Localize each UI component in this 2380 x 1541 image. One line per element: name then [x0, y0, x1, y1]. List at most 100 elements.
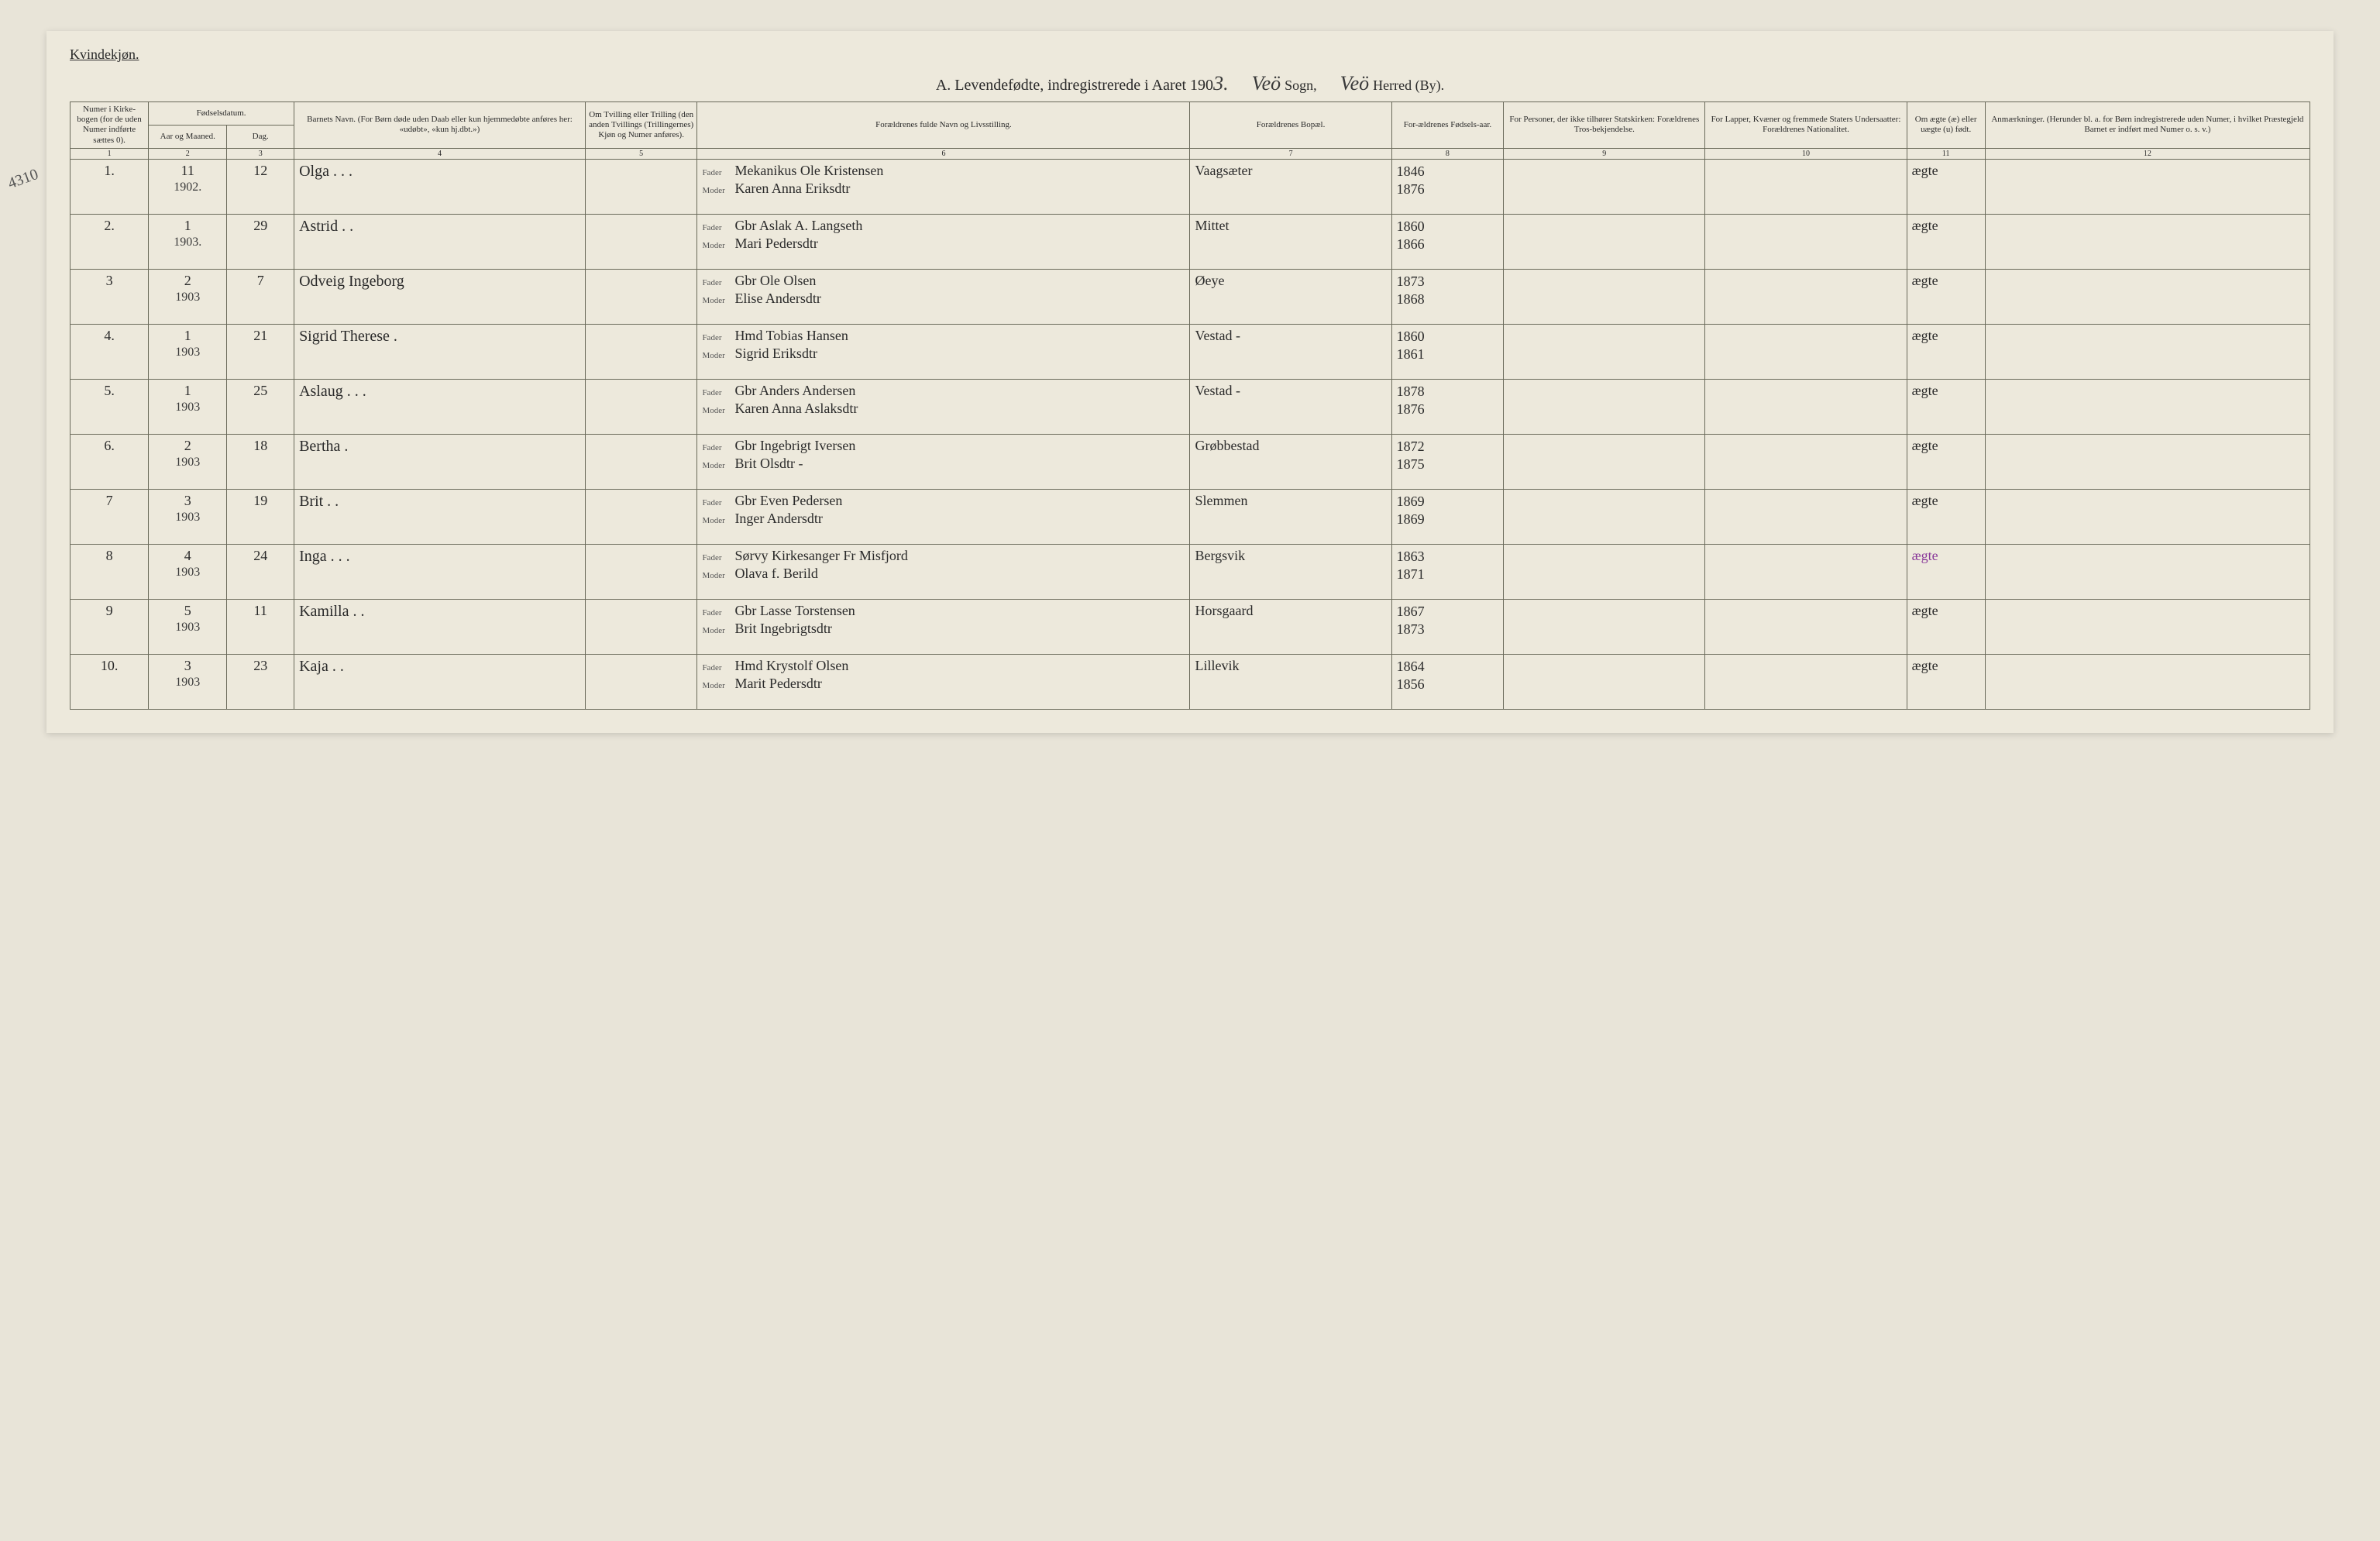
father-label: Fader — [702, 663, 730, 672]
row-number: 8 — [106, 548, 113, 563]
herred-value: Veö — [1340, 72, 1370, 95]
birth-day: 7 — [257, 273, 264, 288]
mother-name: Olava f. Berild — [734, 566, 817, 582]
legitimacy: ægte — [1912, 218, 1938, 233]
mother-name: Brit Ingebrigtsdtr — [734, 621, 831, 637]
mother-birth-year: 1866 — [1397, 236, 1499, 253]
gender-label: Kvindekjøn. — [70, 46, 2310, 63]
birth-month: 3 — [184, 658, 191, 673]
religion-cell — [1504, 379, 1705, 434]
father-name: Sørvy Kirkesanger Fr Misfjord — [734, 548, 907, 564]
father-name: Gbr Ingebrigt Iversen — [734, 438, 855, 454]
religion-cell — [1504, 544, 1705, 599]
col-header-5: Om Tvilling eller Trilling (den anden Tv… — [585, 102, 697, 149]
father-birth-year: 1863 — [1397, 548, 1499, 566]
legitimacy: ægte — [1912, 273, 1938, 288]
religion-cell — [1504, 599, 1705, 654]
register-page: Kvindekjøn. A. Levendefødte, indregistre… — [46, 31, 2334, 733]
birth-month: 1 — [184, 218, 191, 233]
legitimacy: ægte — [1912, 548, 1938, 563]
birth-month: 1 — [184, 383, 191, 398]
birth-day: 29 — [253, 218, 267, 233]
father-birth-year: 1860 — [1397, 328, 1499, 346]
col-header-2: Aar og Maaned. — [149, 125, 227, 148]
birth-day: 11 — [254, 603, 267, 618]
religion-cell — [1504, 324, 1705, 379]
col-header-10: For Lapper, Kvæner og fremmede Staters U… — [1705, 102, 1907, 149]
birth-year: 1902. — [153, 181, 222, 194]
religion-cell — [1504, 159, 1705, 214]
father-name: Gbr Ole Olsen — [734, 273, 816, 289]
child-name: Olga . . . — [299, 163, 353, 180]
column-number-row: 1 2 3 4 5 6 7 8 9 10 11 12 — [71, 148, 2310, 159]
col-header-8: For-ældrenes Fødsels-aar. — [1391, 102, 1504, 149]
residence: Slemmen — [1195, 493, 1247, 508]
child-name: Kaja . . — [299, 658, 344, 675]
colnum: 2 — [149, 148, 227, 159]
residence: Øeye — [1195, 273, 1224, 288]
col-header-4: Barnets Navn. (For Børn døde uden Daab e… — [294, 102, 586, 149]
nationality-cell — [1705, 599, 1907, 654]
colnum: 5 — [585, 148, 697, 159]
birth-year: 1903 — [153, 511, 222, 525]
nationality-cell — [1705, 434, 1907, 489]
birth-month: 2 — [184, 438, 191, 453]
col-header-2-group: Fødselsdatum. — [149, 102, 294, 126]
father-birth-year: 1878 — [1397, 383, 1499, 401]
title-main: A. Levendefødte, indregistrerede i Aaret… — [936, 77, 1213, 94]
father-label: Fader — [702, 443, 730, 452]
mother-label: Moder — [702, 681, 730, 690]
remarks-cell — [1985, 159, 2309, 214]
col-header-7: Forældrenes Bopæl. — [1190, 102, 1391, 149]
father-birth-year: 1873 — [1397, 273, 1499, 291]
mother-name: Brit Olsdtr - — [734, 456, 803, 472]
remarks-cell — [1985, 214, 2309, 269]
margin-note: 4310 — [5, 166, 40, 193]
father-label: Fader — [702, 333, 730, 342]
remarks-cell — [1985, 489, 2309, 544]
remarks-cell — [1985, 599, 2309, 654]
residence: Vestad - — [1195, 328, 1240, 343]
nationality-cell — [1705, 214, 1907, 269]
father-name: Gbr Aslak A. Langseth — [734, 218, 862, 234]
father-name: Gbr Anders Andersen — [734, 383, 855, 399]
table-row: 5.1190325Aslaug . . .FaderGbr Anders And… — [71, 379, 2310, 434]
mother-birth-year: 1873 — [1397, 621, 1499, 638]
remarks-cell — [1985, 379, 2309, 434]
year-suffix: 3. — [1213, 72, 1229, 95]
mother-label: Moder — [702, 241, 730, 250]
mother-label: Moder — [702, 186, 730, 195]
birth-month: 3 — [184, 493, 191, 508]
twin-cell — [585, 379, 697, 434]
legitimacy: ægte — [1912, 328, 1938, 343]
table-row: 73190319Brit . .FaderGbr Even PedersenMo… — [71, 489, 2310, 544]
colnum: 4 — [294, 148, 586, 159]
mother-label: Moder — [702, 516, 730, 525]
father-label: Fader — [702, 168, 730, 177]
twin-cell — [585, 544, 697, 599]
mother-birth-year: 1861 — [1397, 346, 1499, 363]
row-number: 1. — [104, 163, 115, 178]
father-label: Fader — [702, 498, 730, 507]
religion-cell — [1504, 654, 1705, 709]
col-header-12: Anmærkninger. (Herunder bl. a. for Børn … — [1985, 102, 2309, 149]
twin-cell — [585, 159, 697, 214]
row-number: 2. — [104, 218, 115, 233]
father-label: Fader — [702, 278, 730, 287]
residence: Lillevik — [1195, 658, 1239, 673]
residence: Horsgaard — [1195, 603, 1253, 618]
religion-cell — [1504, 214, 1705, 269]
birth-day: 21 — [253, 328, 267, 343]
nationality-cell — [1705, 324, 1907, 379]
colnum: 11 — [1907, 148, 1985, 159]
mother-label: Moder — [702, 296, 730, 305]
father-label: Fader — [702, 608, 730, 617]
birth-year: 1903. — [153, 236, 222, 249]
birth-month: 2 — [184, 273, 191, 288]
birth-day: 12 — [253, 163, 267, 178]
birth-year: 1903 — [153, 291, 222, 304]
child-name: Sigrid Therese . — [299, 328, 397, 345]
father-birth-year: 1867 — [1397, 603, 1499, 621]
birth-day: 19 — [253, 493, 267, 508]
col-header-3: Dag. — [227, 125, 294, 148]
